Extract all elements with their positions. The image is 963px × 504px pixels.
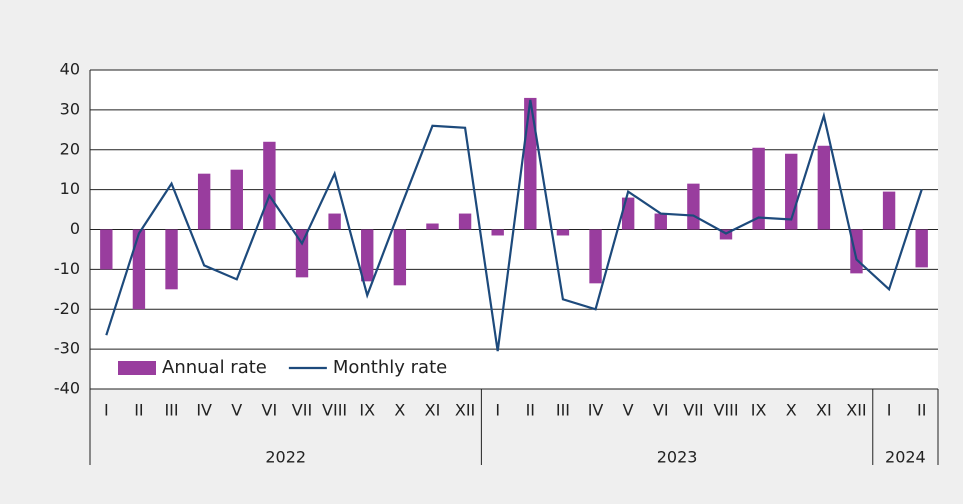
x-tick-label: V (623, 401, 634, 420)
group-label: 2022 (265, 448, 306, 467)
y-tick-label: -10 (54, 259, 80, 278)
group-label: 2023 (657, 448, 698, 467)
bar (393, 229, 407, 286)
x-tick-label: VI (262, 401, 278, 420)
bar (817, 145, 831, 230)
bar (295, 229, 309, 278)
x-tick-label: XI (425, 401, 441, 420)
y-tick-label: 0 (70, 219, 80, 238)
bar (328, 213, 341, 230)
bar (882, 191, 896, 230)
x-tick-label: IX (359, 401, 375, 420)
x-tick-label: II (526, 401, 535, 420)
y-tick-label: 40 (60, 60, 80, 79)
bar (915, 229, 928, 268)
bar (263, 141, 276, 230)
bar (589, 229, 602, 284)
x-tick-label: XII (846, 401, 866, 420)
x-tick-label: IX (751, 401, 767, 420)
bar (752, 147, 765, 230)
bar (230, 169, 243, 230)
x-tick-label: I (495, 401, 500, 420)
bar (458, 213, 472, 230)
x-tick-label: VII (292, 401, 312, 420)
bar (426, 223, 439, 230)
bar (687, 183, 700, 230)
x-tick-label: III (556, 401, 570, 420)
bar (132, 229, 146, 310)
x-tick-label: IV (588, 401, 604, 420)
bar (524, 97, 537, 230)
bar (556, 229, 570, 236)
x-tick-label: III (164, 401, 178, 420)
x-tick-label: X (394, 401, 405, 420)
legend-label: Monthly rate (333, 357, 447, 378)
x-tick-label: I (887, 401, 892, 420)
y-tick-label: -30 (54, 339, 80, 358)
x-tick-label: VII (683, 401, 703, 420)
bar (165, 229, 178, 290)
legend-swatch (118, 361, 156, 375)
y-tick-label: 10 (60, 179, 80, 198)
bar (100, 229, 113, 270)
x-tick-label: II (134, 401, 143, 420)
x-tick-label: VIII (713, 401, 738, 420)
y-tick-label: 30 (60, 99, 80, 118)
x-tick-label: XI (816, 401, 832, 420)
bar (654, 213, 667, 230)
bar (361, 229, 374, 282)
bar (197, 173, 211, 230)
x-tick-label: IV (196, 401, 212, 420)
x-tick-label: II (917, 401, 926, 420)
group-label: 2024 (885, 448, 926, 467)
line (105, 99, 923, 352)
x-tick-label: XII (455, 401, 475, 420)
x-tick-label: V (231, 401, 242, 420)
legend-label: Annual rate (162, 357, 267, 378)
x-tick-label: I (104, 401, 109, 420)
x-tick-label: VI (653, 401, 669, 420)
bar (621, 197, 635, 230)
x-tick-label: X (786, 401, 797, 420)
y-tick-label: 20 (60, 139, 80, 158)
y-tick-label: -40 (54, 379, 80, 398)
bar (491, 229, 504, 236)
y-tick-label: -20 (54, 299, 80, 318)
x-tick-label: VIII (322, 401, 347, 420)
